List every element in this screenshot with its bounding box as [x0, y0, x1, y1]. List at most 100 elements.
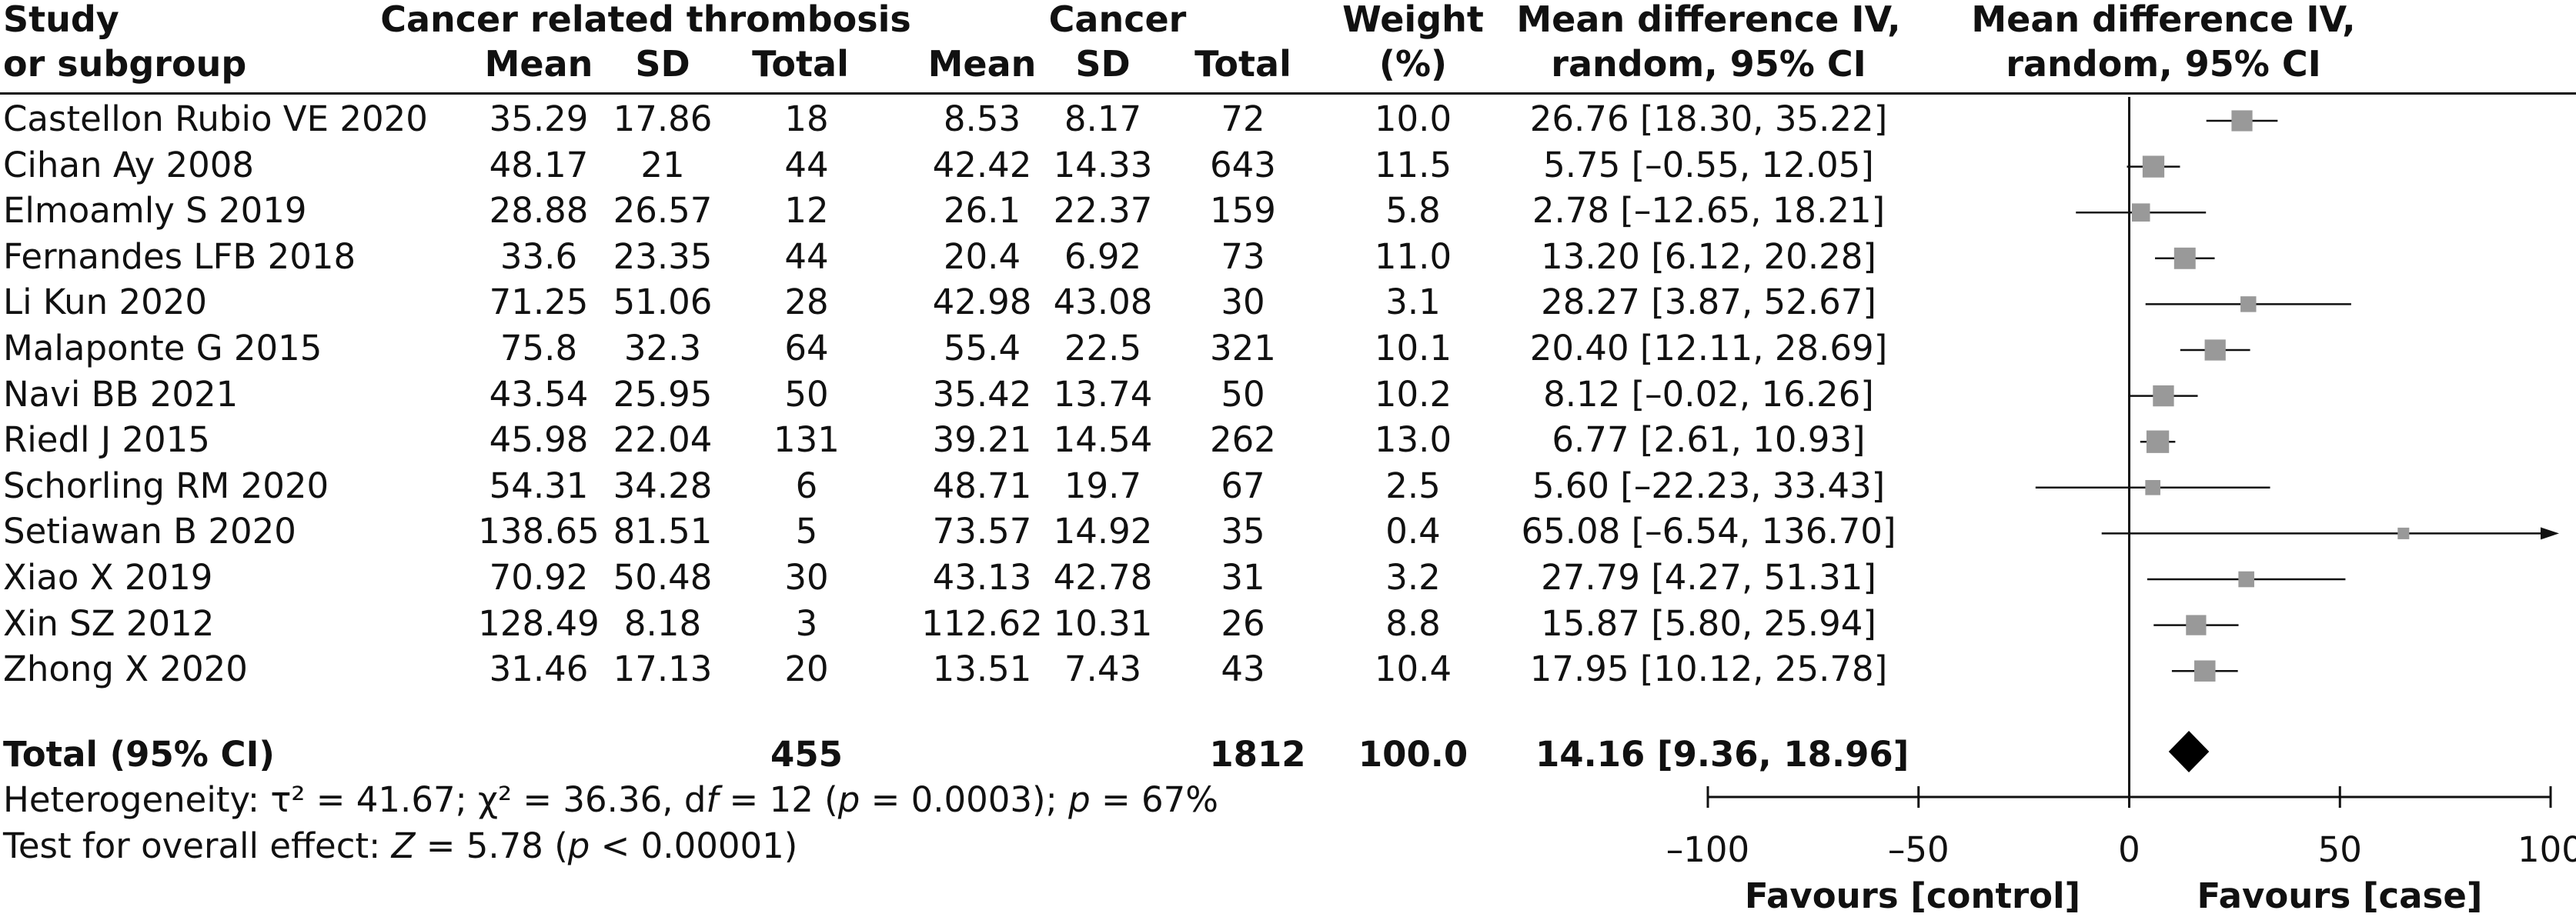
total-1: 30 [784, 557, 829, 598]
sd-1: 50.48 [613, 557, 713, 598]
mean-difference-ci: 2.78 [–12.65, 18.21] [1532, 190, 1886, 232]
favours-control-label: Favours [control] [1745, 875, 2080, 916]
total-2: 35 [1221, 511, 1265, 552]
het-p: p [837, 779, 860, 820]
header-md-1: Mean difference IV, [1516, 0, 1901, 40]
total-label: Total (95% CI) [3, 734, 275, 775]
x-tick-label: –50 [1888, 829, 1950, 870]
study-name: Xin SZ 2012 [3, 602, 215, 644]
weight: 10.2 [1374, 373, 1452, 415]
total-2: 43 [1221, 649, 1265, 690]
mean-2: 48.71 [932, 465, 1032, 506]
mean-difference-ci: 65.08 [–6.54, 136.70] [1521, 511, 1896, 552]
test-p: p [567, 825, 590, 866]
header-mean-1: Mean [484, 43, 593, 85]
weight: 13.0 [1374, 419, 1452, 461]
mean-1: 75.8 [499, 328, 578, 368]
total-1: 44 [784, 235, 829, 277]
mean-difference-ci: 27.79 [4.27, 51.31] [1541, 557, 1876, 598]
mean-1: 45.98 [489, 419, 589, 461]
ci-arrow [2541, 527, 2559, 540]
mean-1: 33.6 [499, 235, 578, 277]
study-name: Elmoamly S 2019 [3, 190, 307, 232]
het-mid2: = 0.0003); [860, 779, 1069, 820]
study-square [2204, 339, 2226, 361]
sd-2: 22.5 [1064, 328, 1142, 368]
total-1: 12 [784, 190, 829, 232]
mean-difference-ci: 17.95 [10.12, 25.78] [1529, 649, 1888, 690]
study-square [2397, 527, 2410, 539]
x-tick-label: 0 [2118, 829, 2140, 870]
sd-2: 14.92 [1053, 511, 1153, 552]
weight: 3.2 [1385, 557, 1441, 598]
total-2: 72 [1221, 98, 1265, 139]
header-total-2: Total [1194, 43, 1291, 85]
mean-2: 8.53 [943, 98, 1021, 139]
mean-2: 55.4 [943, 328, 1021, 368]
sd-1: 51.06 [613, 282, 713, 323]
mean-1: 54.31 [489, 465, 589, 506]
test-end: < 0.00001) [590, 825, 798, 866]
total-2: 31 [1221, 557, 1265, 598]
header-total-1: Total [752, 43, 849, 85]
header-subgroup: or subgroup [3, 43, 247, 85]
study-name: Schorling RM 2020 [3, 465, 329, 506]
study-name: Li Kun 2020 [3, 282, 208, 323]
mean-1: 35.29 [489, 98, 589, 139]
het-prefix: Heterogeneity: τ² = 41.67; χ² = 36.36, d [3, 779, 707, 820]
study-name: Malaponte G 2015 [3, 328, 322, 368]
mean-2: 35.42 [932, 373, 1032, 415]
weight: 11.0 [1374, 235, 1452, 277]
header-sd-1: SD [635, 43, 690, 85]
overall-effect-text: Test for overall effect: Z = 5.78 (p < 0… [3, 829, 797, 863]
sd-1: 22.04 [613, 419, 713, 461]
sd-2: 10.31 [1053, 602, 1153, 644]
study-name: Castellon Rubio VE 2020 [3, 98, 428, 139]
mean-difference-ci: 28.27 [3.87, 52.67] [1541, 282, 1876, 323]
total-2: 67 [1221, 465, 1265, 506]
het-i: p [1068, 779, 1091, 820]
total-2: 159 [1210, 190, 1276, 232]
weight: 2.5 [1385, 465, 1441, 506]
sd-1: 17.13 [613, 649, 713, 690]
sd-2: 14.54 [1053, 419, 1153, 461]
total-1: 5 [795, 511, 818, 552]
header-rule [0, 92, 2576, 95]
mean-difference-ci: 26.76 [18.30, 35.22] [1529, 98, 1888, 139]
weight: 10.1 [1374, 328, 1452, 368]
weight: 8.8 [1385, 602, 1441, 644]
sd-1: 32.3 [623, 328, 702, 368]
total-2: 321 [1210, 328, 1276, 368]
total-1: 18 [784, 98, 829, 139]
header-plot-1: Mean difference IV, [1971, 0, 2356, 40]
study-square [2240, 296, 2257, 312]
weight: 5.8 [1385, 190, 1441, 232]
weight: 10.0 [1374, 98, 1452, 139]
sd-1: 34.28 [613, 465, 713, 506]
mean-2: 26.1 [943, 190, 1021, 232]
mean-2: 73.57 [932, 511, 1032, 552]
sd-2: 6.92 [1064, 235, 1142, 277]
mean-2: 42.98 [932, 282, 1032, 323]
header-group-cancer-thrombosis: Cancer related thrombosis [380, 0, 911, 40]
total-1: 50 [784, 373, 829, 415]
total-1: 20 [784, 649, 829, 690]
sd-1: 26.57 [613, 190, 713, 232]
het-df: f [706, 779, 719, 820]
header-sd-2: SD [1075, 43, 1131, 85]
header-weight: Weight [1342, 0, 1484, 40]
mean-difference-ci: 8.12 [–0.02, 16.26] [1543, 373, 1874, 415]
total-n1: 455 [770, 734, 843, 775]
total-1: 6 [795, 465, 818, 506]
total-1: 28 [784, 282, 829, 323]
header-study: Study [3, 0, 119, 40]
total-n2: 1812 [1209, 734, 1306, 775]
study-name: Navi BB 2021 [3, 373, 239, 415]
total-2: 26 [1221, 602, 1265, 644]
weight: 11.5 [1374, 144, 1452, 185]
favours-case-label: Favours [case] [2197, 875, 2483, 916]
study-square [2142, 155, 2165, 178]
header-weight-unit: (%) [1378, 43, 1448, 85]
study-square [2186, 615, 2207, 635]
study-square [2194, 660, 2216, 682]
